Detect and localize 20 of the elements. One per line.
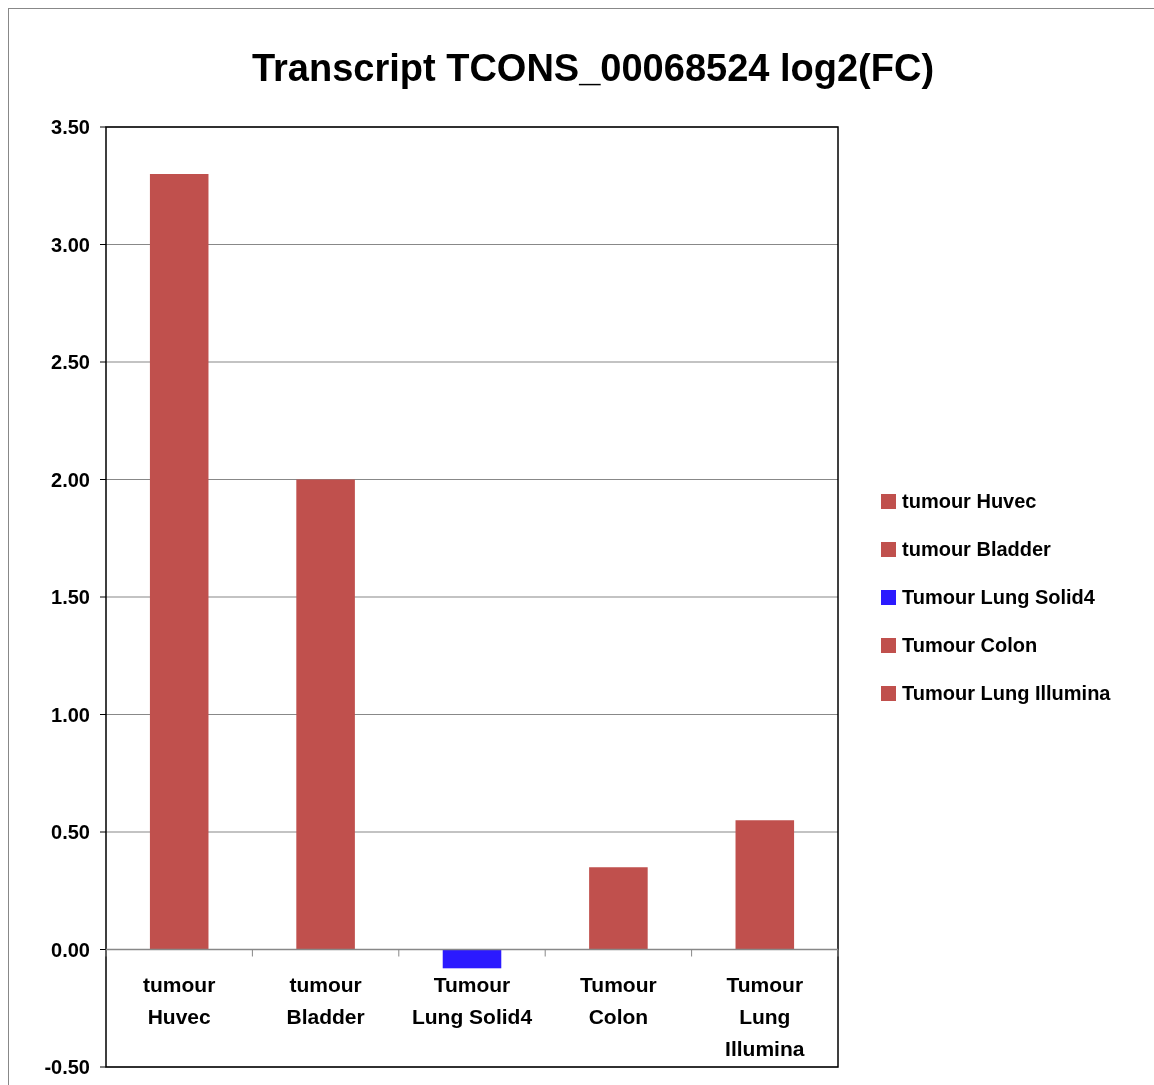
x-tick-label: Tumour Lung Illumina	[725, 972, 805, 1060]
legend-label: tumour Bladder	[902, 538, 1052, 560]
y-tick-label: 1.50	[51, 586, 90, 608]
y-tick-label: 0.00	[51, 938, 90, 961]
y-tick-label: 0.50	[51, 821, 90, 843]
y-tick-label: 3.50	[51, 116, 90, 138]
chart-title: Transcript TCONS_00068524 log2(FC)	[251, 47, 935, 89]
x-tick-label: Tumour Colon	[580, 972, 657, 1028]
x-tick-label: tumour Bladder	[286, 972, 365, 1028]
y-tick-label: 1.00	[51, 703, 90, 726]
legend-label: Tumour Colon	[902, 634, 1038, 656]
y-tick-label: 2.50	[51, 351, 90, 373]
x-tick-label: tumour Huvec	[143, 972, 216, 1028]
y-tick-label: 3.00	[51, 233, 90, 256]
y-tick-label: -0.50	[44, 1056, 90, 1078]
legend-label: Tumour Lung Solid4	[902, 586, 1096, 608]
y-tick-label: 2.00	[51, 468, 90, 491]
x-tick-label: Tumour Lung Solid4	[411, 972, 533, 1028]
legend-label: tumour Huvec	[902, 490, 1037, 512]
legend-label: Tumour Lung Illumina	[902, 682, 1112, 704]
